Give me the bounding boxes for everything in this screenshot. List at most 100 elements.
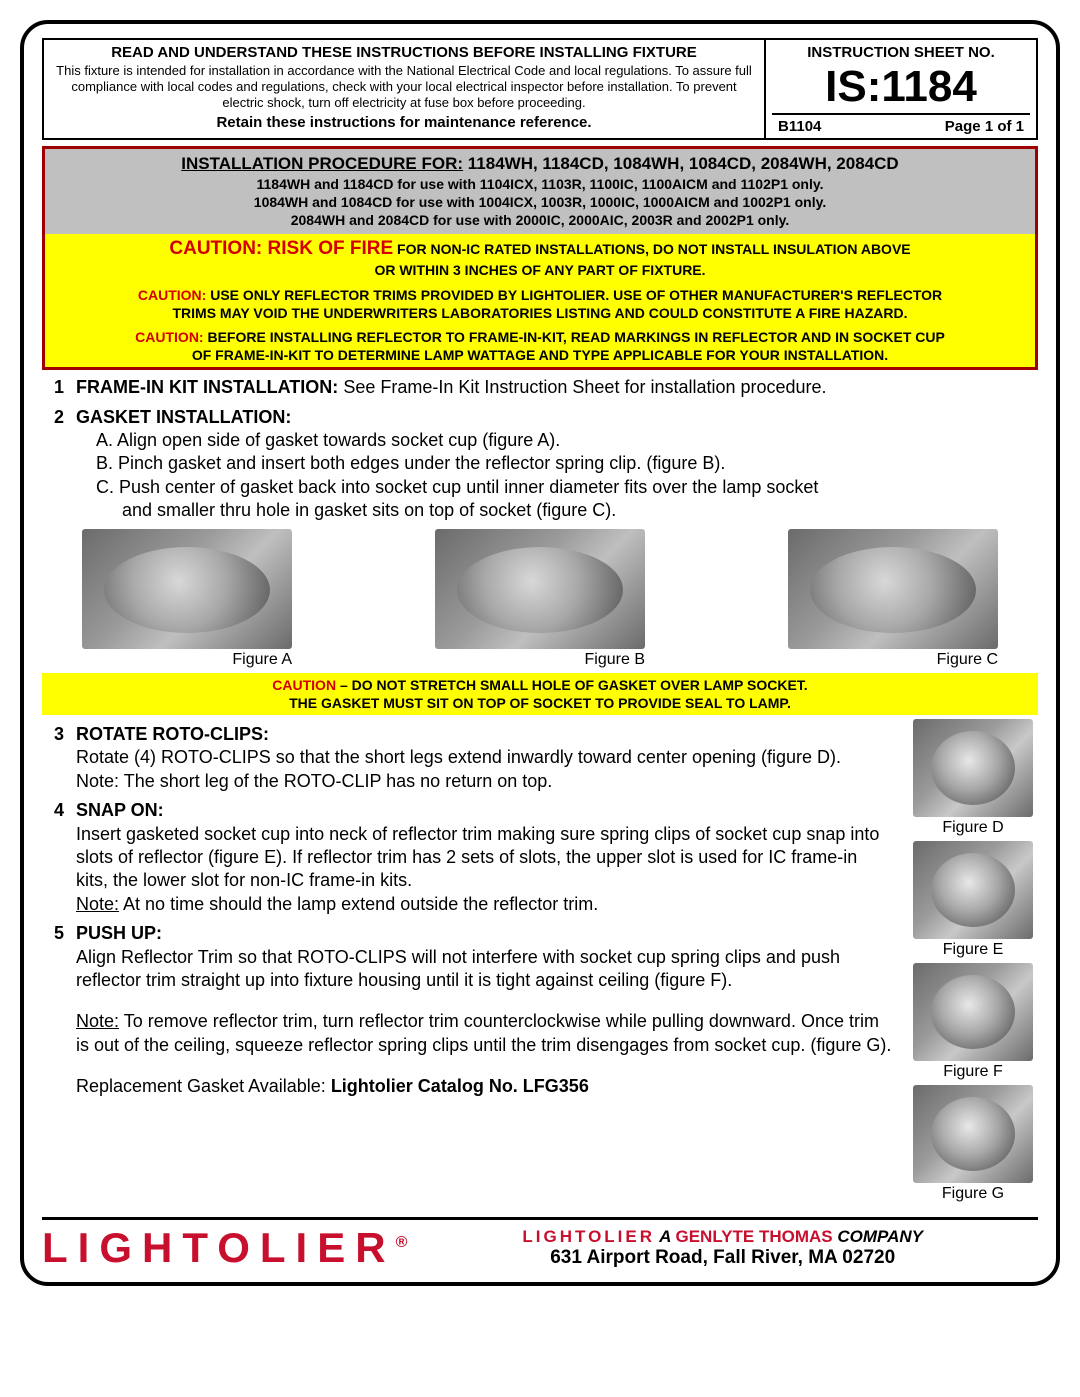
figure-b-wrap: Figure B [435, 529, 645, 669]
header-bottom: B1104 Page 1 of 1 [772, 113, 1030, 138]
step-2-num: 2 [42, 406, 76, 523]
figure-d-cap: Figure D [908, 819, 1038, 837]
footer-a: A [655, 1227, 675, 1246]
header-row: READ AND UNDERSTAND THESE INSTRUCTIONS B… [42, 38, 1038, 140]
code: B1104 [778, 118, 821, 135]
is-number: IS:1184 [772, 65, 1030, 109]
caution4-text2: THE GASKET MUST SIT ON TOP OF SOCKET TO … [289, 695, 791, 711]
caution2-red: CAUTION: [138, 287, 206, 303]
caution3-text1: BEFORE INSTALLING REFLECTOR TO FRAME-IN-… [207, 329, 944, 345]
figure-e-cap: Figure E [908, 941, 1038, 959]
caution-fire-text2: OR WITHIN 3 INCHES OF ANY PART OF FIXTUR… [374, 262, 705, 278]
figure-g-image [913, 1085, 1033, 1183]
step-5-title: PUSH UP: [76, 922, 892, 945]
replacement-line: Replacement Gasket Available: Lightolier… [76, 1075, 892, 1098]
disclaimer: This fixture is intended for installatio… [52, 63, 756, 112]
footer: LIGHTOLIER® LIGHTOLIER A GENLYTE THOMAS … [42, 1224, 1038, 1272]
caution-reflector: CAUTION: USE ONLY REFLECTOR TRIMS PROVID… [45, 283, 1035, 325]
step-5: 5 PUSH UP: Align Reflector Trim so that … [42, 922, 898, 1098]
figure-column: Figure D Figure E Figure F Figure G [908, 719, 1038, 1207]
caution-fire-text1: FOR NON-IC RATED INSTALLATIONS, DO NOT I… [397, 241, 911, 257]
step-3-num: 3 [42, 723, 76, 793]
header-right: INSTRUCTION SHEET NO. IS:1184 B1104 Page… [766, 40, 1036, 138]
figure-c-image [788, 529, 998, 649]
banner: INSTALLATION PROCEDURE FOR: 1184WH, 1184… [42, 146, 1038, 370]
caution-markings: CAUTION: BEFORE INSTALLING REFLECTOR TO … [45, 325, 1035, 367]
figure-f-cap: Figure F [908, 1063, 1038, 1081]
replacement-bold: Lightolier Catalog No. LFG356 [331, 1076, 589, 1096]
caution-fire: CAUTION: RISK OF FIRE FOR NON-IC RATED I… [45, 234, 1035, 283]
replacement-pre: Replacement Gasket Available: [76, 1076, 331, 1096]
figure-d-image [913, 719, 1033, 817]
caution-gasket: CAUTION – DO NOT STRETCH SMALL HOLE OF G… [42, 673, 1038, 715]
step-2-title: GASKET INSTALLATION: [76, 406, 1032, 429]
step-1-title: FRAME-IN KIT INSTALLATION: [76, 377, 338, 397]
footer-address: 631 Airport Road, Fall River, MA 02720 [407, 1247, 1038, 1269]
step-3-p2: Note: The short leg of the ROTO-CLIP has… [76, 770, 892, 793]
figure-b-cap: Figure B [435, 651, 645, 669]
caution4-text1: – DO NOT STRETCH SMALL HOLE OF GASKET OV… [340, 677, 808, 693]
caution3-text2: OF FRAME-IN-KIT TO DETERMINE LAMP WATTAG… [192, 347, 888, 363]
page-num: Page 1 of 1 [945, 118, 1024, 135]
step-2-c2: and smaller thru hole in gasket sits on … [76, 499, 1032, 522]
read-understand: READ AND UNDERSTAND THESE INSTRUCTIONS B… [52, 44, 756, 63]
figure-c-wrap: Figure C [788, 529, 998, 669]
step-3-title: ROTATE ROTO-CLIPS: [76, 723, 892, 746]
step-1: 1 FRAME-IN KIT INSTALLATION: See Frame-I… [42, 376, 1038, 399]
gray-models: 1184WH, 1184CD, 1084WH, 1084CD, 2084WH, … [468, 154, 899, 173]
step-4-note-label: Note: [76, 894, 119, 914]
step-2-b: B. Pinch gasket and insert both edges un… [76, 452, 1032, 475]
figure-a-cap: Figure A [82, 651, 292, 669]
figure-a-image [82, 529, 292, 649]
step-5-num: 5 [42, 922, 76, 1098]
figure-c-cap: Figure C [788, 651, 998, 669]
gray-band: INSTALLATION PROCEDURE FOR: 1184WH, 1184… [45, 149, 1035, 234]
figure-a-wrap: Figure A [82, 529, 292, 669]
page: READ AND UNDERSTAND THESE INSTRUCTIONS B… [20, 20, 1060, 1286]
caution-fire-red: CAUTION: RISK OF FIRE [169, 238, 393, 259]
step-2-a: A. Align open side of gasket towards soc… [76, 429, 1032, 452]
step-5-note-text: To remove reflector trim, turn reflector… [76, 1011, 891, 1054]
step-5-note-label: Note: [76, 1011, 119, 1031]
step-5-p1: Align Reflector Trim so that ROTO-CLIPS … [76, 946, 892, 993]
caution2-text1: USE ONLY REFLECTOR TRIMS PROVIDED BY LIG… [210, 287, 942, 303]
step-1-num: 1 [42, 376, 76, 399]
gray-line1: 1184WH and 1184CD for use with 1104ICX, … [51, 175, 1029, 193]
text-column: 3 ROTATE ROTO-CLIPS: Rotate (4) ROTO-CLI… [42, 719, 908, 1207]
small-logo: LIGHTOLIER [522, 1227, 655, 1246]
figure-g-cap: Figure G [908, 1185, 1038, 1203]
gray-line3: 2084WH and 2084CD for use with 2000IC, 2… [51, 211, 1029, 229]
steps-3-5: 3 ROTATE ROTO-CLIPS: Rotate (4) ROTO-CLI… [42, 719, 1038, 1207]
footer-company-line: LIGHTOLIER A GENLYTE THOMAS COMPANY [407, 1227, 1038, 1247]
gray-title: INSTALLATION PROCEDURE FOR: [181, 154, 463, 173]
step-4-note: Note: At no time should the lamp extend … [76, 893, 892, 916]
footer-company: COMPANY [833, 1227, 923, 1246]
gray-line2: 1084WH and 1084CD for use with 1004ICX, … [51, 193, 1029, 211]
step-4-title: SNAP ON: [76, 799, 892, 822]
gray-title-line: INSTALLATION PROCEDURE FOR: 1184WH, 1184… [51, 153, 1029, 175]
step-4-num: 4 [42, 799, 76, 916]
separator [42, 1217, 1038, 1220]
step-4: 4 SNAP ON: Insert gasketed socket cup in… [42, 799, 898, 916]
figures-abc: Figure A Figure B Figure C [82, 529, 998, 669]
footer-right: LIGHTOLIER A GENLYTE THOMAS COMPANY 631 … [407, 1227, 1038, 1269]
step-4-p1: Insert gasketed socket cup into neck of … [76, 823, 892, 893]
figure-b-image [435, 529, 645, 649]
logo-text: LIGHTOLIER [42, 1224, 396, 1271]
logo: LIGHTOLIER® [42, 1224, 407, 1272]
step-1-text: See Frame-In Kit Instruction Sheet for i… [343, 377, 826, 397]
caution4-red: CAUTION [272, 677, 336, 693]
caution3-red: CAUTION: [135, 329, 203, 345]
retain: Retain these instructions for maintenanc… [52, 114, 756, 133]
step-5-note: Note: To remove reflector trim, turn ref… [76, 1010, 892, 1057]
logo-reg: ® [396, 1234, 408, 1251]
sheet-label: INSTRUCTION SHEET NO. [772, 44, 1030, 61]
step-2: 2 GASKET INSTALLATION: A. Align open sid… [42, 406, 1038, 523]
caution2-text2: TRIMS MAY VOID THE UNDERWRITERS LABORATO… [172, 305, 907, 321]
figure-f-image [913, 963, 1033, 1061]
footer-genlyte: GENLYTE THOMAS [676, 1227, 833, 1246]
step-3: 3 ROTATE ROTO-CLIPS: Rotate (4) ROTO-CLI… [42, 723, 898, 793]
header-left: READ AND UNDERSTAND THESE INSTRUCTIONS B… [44, 40, 766, 138]
figure-e-image [913, 841, 1033, 939]
step-4-note-text: At no time should the lamp extend outsid… [119, 894, 598, 914]
